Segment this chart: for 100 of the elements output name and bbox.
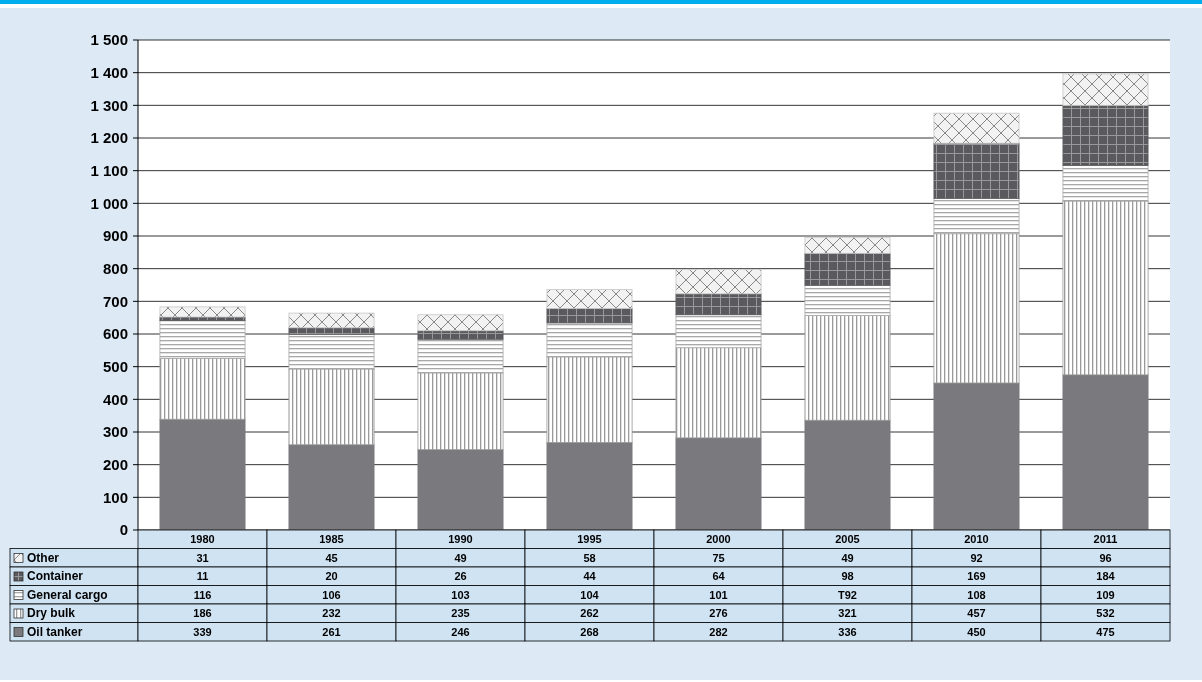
data-label: 475 <box>1096 625 1115 638</box>
y-tick-label: 600 <box>102 325 128 343</box>
legend-label: Dry bulk <box>27 606 76 621</box>
data-label: 20 <box>325 570 338 583</box>
bar <box>288 333 375 370</box>
bar <box>159 358 246 420</box>
y-tick-label: 300 <box>102 423 128 441</box>
x-tick-label: 1995 <box>577 533 602 546</box>
y-tick-label: 1 300 <box>90 96 128 114</box>
bar <box>933 198 1020 235</box>
data-label: 11 <box>196 570 209 583</box>
bar <box>933 112 1020 144</box>
bar <box>1062 104 1149 166</box>
y-tick-label: 1 100 <box>90 161 128 179</box>
x-tick-label: 2005 <box>835 533 860 546</box>
x-tick-label: 1985 <box>319 533 344 546</box>
data-label: 31 <box>196 551 209 564</box>
legend-label: Container <box>27 569 84 584</box>
bar <box>804 236 891 254</box>
bar <box>1062 200 1149 376</box>
bar <box>417 330 504 340</box>
bar <box>675 293 762 316</box>
bar <box>417 338 504 374</box>
data-label: 261 <box>322 625 341 638</box>
data-label: 262 <box>580 607 599 620</box>
data-label: 106 <box>322 588 341 601</box>
y-tick-label: 700 <box>102 292 128 310</box>
data-label: 457 <box>967 607 986 620</box>
x-tick-label: 1990 <box>448 533 473 546</box>
data-label: 49 <box>454 551 467 564</box>
y-tick-label: 400 <box>102 390 128 408</box>
data-label: 186 <box>193 607 212 620</box>
y-tick-label: 900 <box>102 227 128 245</box>
y-tick-label: 1 200 <box>90 129 128 147</box>
bar <box>804 314 891 421</box>
bar <box>1062 73 1149 106</box>
y-tick-label: 500 <box>102 357 128 375</box>
y-tick-label: 1 000 <box>90 194 128 212</box>
legend-label: Oil tanker <box>27 624 83 639</box>
data-label: 49 <box>841 551 854 564</box>
x-tick-label: 1980 <box>190 533 215 546</box>
data-label: 276 <box>709 607 728 620</box>
data-label: 109 <box>1096 588 1115 601</box>
bar <box>546 289 633 309</box>
bar <box>417 372 504 451</box>
data-label: 184 <box>1096 570 1116 583</box>
bar <box>675 347 762 439</box>
bar <box>546 308 633 324</box>
data-label: 450 <box>967 625 986 638</box>
bar <box>546 356 633 443</box>
legend-label: General cargo <box>27 587 108 602</box>
data-label: T92 <box>838 588 857 601</box>
data-label: 103 <box>451 588 470 601</box>
y-tick-label: 800 <box>102 259 128 277</box>
data-label: 321 <box>838 607 857 620</box>
bar <box>417 314 504 332</box>
data-label: 232 <box>322 607 341 620</box>
data-label: 26 <box>454 570 467 583</box>
legend-label: Other <box>27 550 60 565</box>
bar <box>1062 165 1149 202</box>
bar <box>546 322 633 358</box>
bar <box>159 320 246 359</box>
x-tick-label: 2011 <box>1093 533 1118 546</box>
y-tick-label: 100 <box>102 488 128 506</box>
x-tick-label: 2000 <box>706 533 731 546</box>
y-tick-label: 0 <box>119 521 128 539</box>
data-label: 104 <box>580 588 600 601</box>
bar <box>675 314 762 349</box>
data-label: 92 <box>970 551 983 564</box>
data-label: 108 <box>967 588 986 601</box>
bar <box>804 252 891 286</box>
data-label: 45 <box>325 551 338 564</box>
data-label: 336 <box>838 625 857 638</box>
data-label: 169 <box>967 570 986 583</box>
data-label: 98 <box>841 570 854 583</box>
x-tick-label: 2010 <box>964 533 989 546</box>
data-label: 58 <box>583 551 596 564</box>
data-label: 116 <box>193 588 212 601</box>
bar <box>675 268 762 295</box>
bar <box>933 233 1020 384</box>
data-label: 64 <box>712 570 726 583</box>
bar <box>933 142 1020 199</box>
data-label: 246 <box>451 625 470 638</box>
data-label: 75 <box>712 551 725 564</box>
data-label: 101 <box>709 588 728 601</box>
bar <box>804 284 891 316</box>
data-label: 96 <box>1099 551 1112 564</box>
bar <box>288 368 375 446</box>
data-label: 235 <box>451 607 470 620</box>
data-label: 44 <box>583 570 597 583</box>
data-label: 282 <box>709 625 728 638</box>
data-label: 532 <box>1096 607 1115 620</box>
bar <box>159 306 246 318</box>
y-tick-label: 200 <box>102 455 128 473</box>
y-tick-label: 1 400 <box>90 63 128 81</box>
bar <box>288 312 375 329</box>
data-label: 268 <box>580 625 599 638</box>
bar <box>288 327 375 335</box>
y-tick-label: 1 500 <box>90 31 128 49</box>
data-label: 339 <box>193 625 212 638</box>
